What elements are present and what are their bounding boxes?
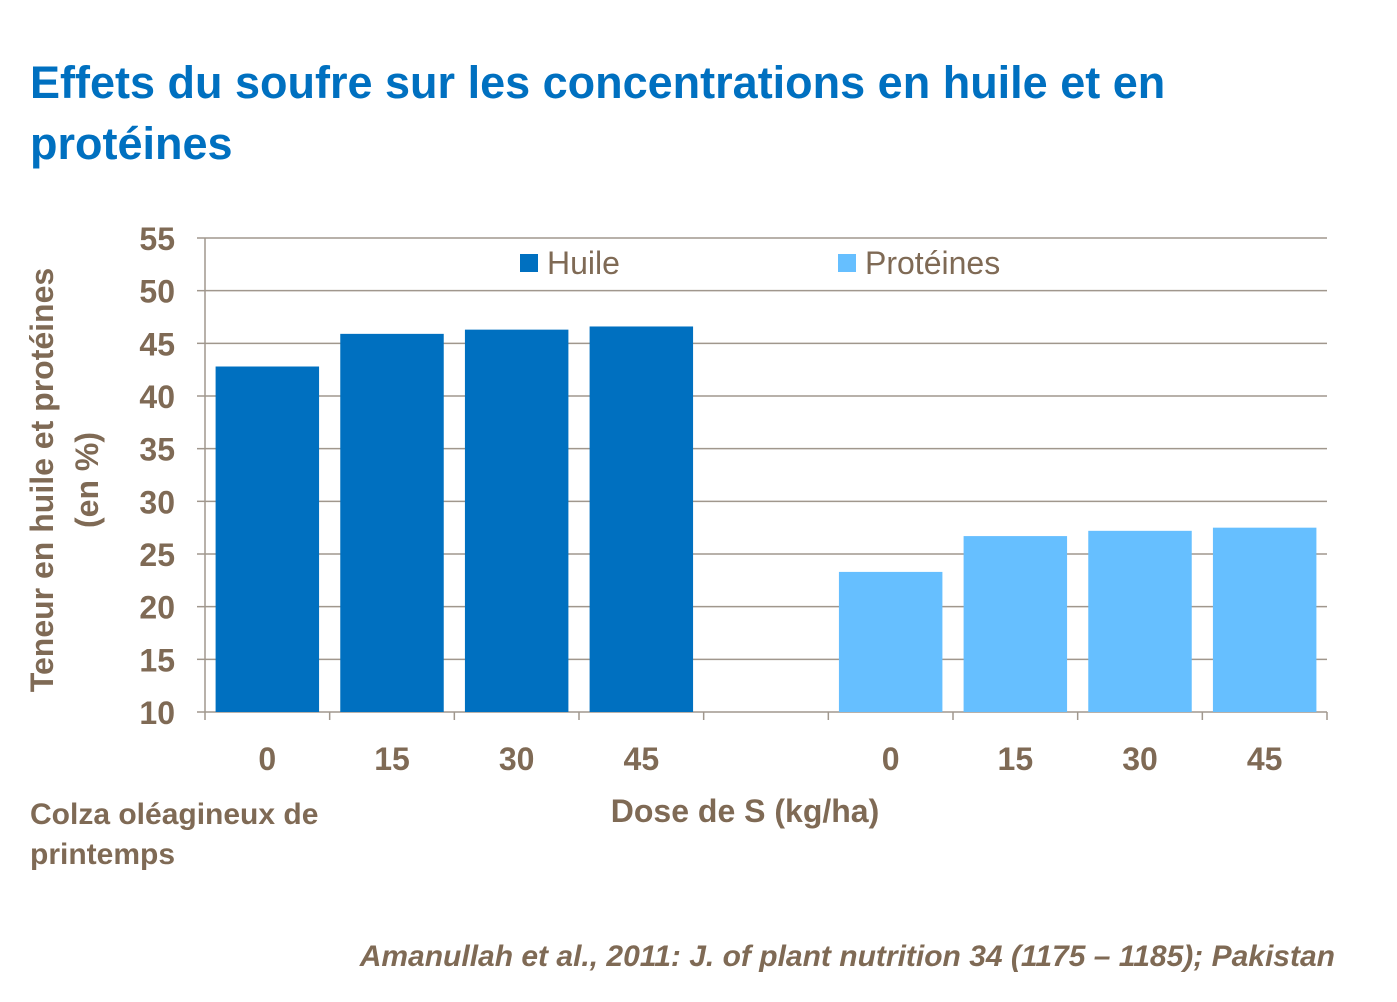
y-tick-label: 25: [139, 537, 175, 573]
x-axis-label: Dose de S (kg/ha): [611, 793, 880, 829]
y-tick-label: 30: [139, 484, 175, 520]
bar-huile: [464, 329, 569, 712]
bar-huile: [340, 333, 444, 712]
source-citation: Amanullah et al., 2011: J. of plant nutr…: [359, 940, 1335, 973]
x-tick-label: 30: [1122, 741, 1158, 777]
bar-protéines: [1088, 530, 1192, 712]
x-tick-label: 0: [258, 741, 276, 777]
y-axis-label-unit: (en %): [69, 432, 105, 528]
legend-label: Protéines: [865, 245, 1000, 281]
x-tick-label: 15: [374, 741, 410, 777]
y-axis-label: Teneur en huile et protéines: [24, 268, 60, 692]
y-tick-label: 10: [139, 695, 175, 731]
y-tick-label: 20: [139, 590, 175, 626]
bar-protéines: [1212, 527, 1317, 712]
page-title: Effets du soufre sur les concentrations …: [30, 57, 1166, 169]
legend-swatch: [520, 254, 538, 272]
bar-huile: [589, 326, 694, 712]
crop-note: Colza oléagineux de printemps: [30, 798, 319, 871]
legend-label: Huile: [547, 245, 620, 281]
x-tick-label: 45: [624, 741, 660, 777]
bar-protéines: [963, 536, 1068, 712]
x-tick-label: 15: [998, 741, 1034, 777]
y-tick-label: 45: [139, 326, 175, 362]
y-tick-label: 35: [139, 432, 175, 468]
x-tick-label: 30: [499, 741, 535, 777]
bar-protéines: [838, 571, 943, 712]
bar-huile: [215, 366, 320, 712]
y-tick-label: 50: [139, 274, 175, 310]
x-tick-label: 0: [882, 741, 900, 777]
y-tick-label: 15: [139, 642, 175, 678]
legend-swatch: [838, 254, 856, 272]
y-tick-label: 55: [139, 221, 175, 257]
y-tick-label: 40: [139, 379, 175, 415]
x-tick-label: 45: [1247, 741, 1283, 777]
